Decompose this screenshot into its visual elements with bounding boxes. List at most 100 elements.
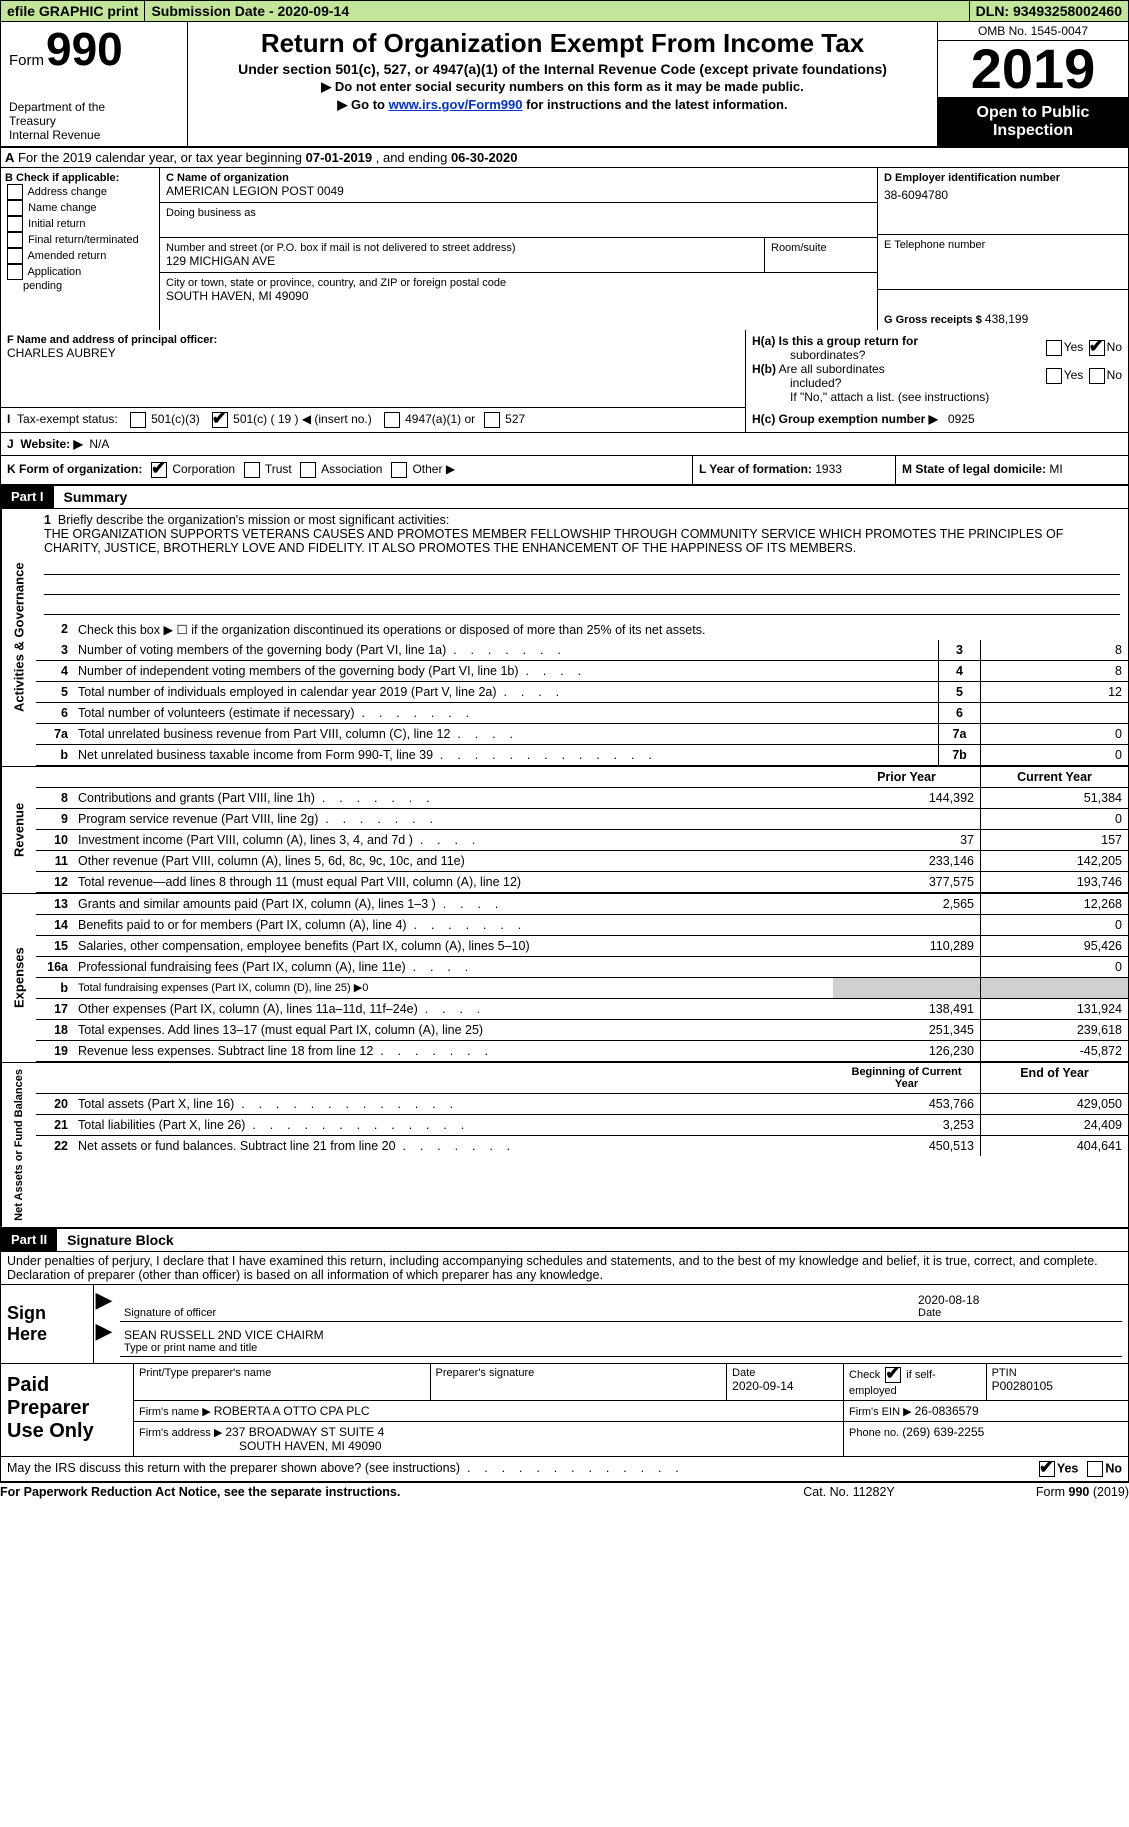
dln: DLN: 93493258002460 <box>970 1 1128 21</box>
form-title: Return of Organization Exempt From Incom… <box>198 28 927 59</box>
chk-trust[interactable] <box>244 462 260 478</box>
p19: 126,230 <box>833 1041 981 1061</box>
top-bar: efile GRAPHIC print Submission Date - 20… <box>0 0 1129 22</box>
efile-label[interactable]: efile GRAPHIC print <box>1 1 145 21</box>
p17: 138,491 <box>833 999 981 1019</box>
c21: 24,409 <box>981 1115 1128 1135</box>
val-6 <box>981 703 1128 723</box>
form-number: Form990 <box>9 26 179 72</box>
p9 <box>833 809 981 829</box>
discuss-row: May the IRS discuss this return with the… <box>0 1457 1129 1482</box>
chk-501c[interactable] <box>212 412 228 428</box>
open-to-public: Open to Public Inspection <box>938 98 1128 146</box>
preparer-table: Print/Type preparer's name Preparer's si… <box>134 1364 1128 1456</box>
ptin: P00280105 <box>992 1379 1123 1393</box>
chk-self-employed[interactable] <box>885 1367 901 1383</box>
c12: 193,746 <box>981 872 1128 892</box>
firm-addr1: 237 BROADWAY ST SUITE 4 <box>225 1425 384 1439</box>
p22: 450,513 <box>833 1136 981 1156</box>
c9: 0 <box>981 809 1128 829</box>
chk-hb-yes[interactable] <box>1046 368 1062 384</box>
firm-addr2: SOUTH HAVEN, MI 49090 <box>139 1439 382 1453</box>
firm-name: ROBERTA A OTTO CPA PLC <box>214 1404 370 1418</box>
chk-address-change[interactable] <box>7 184 23 200</box>
chk-discuss-no[interactable] <box>1087 1461 1103 1477</box>
p16b <box>833 978 981 998</box>
section-klm: K Form of organization: Corporation Trus… <box>0 456 1129 485</box>
chk-ha-no[interactable] <box>1089 340 1105 356</box>
val-7b: 0 <box>981 745 1128 765</box>
chk-corp[interactable] <box>151 462 167 478</box>
footer: For Paperwork Reduction Act Notice, see … <box>0 1482 1129 1501</box>
section-b: B Check if applicable: Address change Na… <box>1 168 160 330</box>
mission-text: THE ORGANIZATION SUPPORTS VETERANS CAUSE… <box>44 527 1063 555</box>
c19: -45,872 <box>981 1041 1128 1061</box>
val-3: 8 <box>981 640 1128 660</box>
chk-other[interactable] <box>391 462 407 478</box>
paid-preparer-section: Paid Preparer Use Only Print/Type prepar… <box>0 1364 1129 1457</box>
chk-4947[interactable] <box>384 412 400 428</box>
section-i: I Tax-exempt status: 501(c)(3) 501(c) ( … <box>0 408 1129 433</box>
principal-officer: CHARLES AUBREY <box>7 346 739 360</box>
expenses-section: Expenses 13Grants and similar amounts pa… <box>0 894 1129 1063</box>
chk-discuss-yes[interactable] <box>1039 1461 1055 1477</box>
revenue-section: Revenue Prior YearCurrent Year 8Contribu… <box>0 767 1129 894</box>
tax-year: 2019 <box>938 41 1128 98</box>
p11: 233,146 <box>833 851 981 871</box>
section-f: F Name and address of principal officer:… <box>1 330 746 408</box>
officer-name: SEAN RUSSELL 2ND VICE CHAIRM <box>124 1328 1118 1342</box>
c20: 429,050 <box>981 1094 1128 1114</box>
c16b <box>981 978 1128 998</box>
chk-501c3[interactable] <box>130 412 146 428</box>
org-name: AMERICAN LEGION POST 0049 <box>166 184 871 198</box>
p14 <box>833 915 981 935</box>
p8: 144,392 <box>833 788 981 808</box>
c22: 404,641 <box>981 1136 1128 1156</box>
section-de-g: D Employer identification number 38-6094… <box>877 168 1128 330</box>
c17: 131,924 <box>981 999 1128 1019</box>
irs-link[interactable]: www.irs.gov/Form990 <box>389 97 523 112</box>
sign-here-section: Sign Here ▶▶ Signature of officer 2020-0… <box>0 1285 1129 1364</box>
perjury-declaration: Under penalties of perjury, I declare th… <box>0 1252 1129 1285</box>
org-city: SOUTH HAVEN, MI 49090 <box>166 289 871 303</box>
c8: 51,384 <box>981 788 1128 808</box>
p13: 2,565 <box>833 894 981 914</box>
instr-1: ▶ Do not enter social security numbers o… <box>198 79 927 95</box>
c11: 142,205 <box>981 851 1128 871</box>
val-7a: 0 <box>981 724 1128 744</box>
c18: 239,618 <box>981 1020 1128 1040</box>
p15: 110,289 <box>833 936 981 956</box>
instr-2: ▶ Go to www.irs.gov/Form990 for instruct… <box>198 97 927 113</box>
p16a <box>833 957 981 977</box>
section-h: H(a) Is this a group return for subordin… <box>746 330 1128 408</box>
c16a: 0 <box>981 957 1128 977</box>
form-header: Form990 Department of the Treasury Inter… <box>0 22 1129 148</box>
section-c: C Name of organization AMERICAN LEGION P… <box>160 168 877 330</box>
chk-ha-yes[interactable] <box>1046 340 1062 356</box>
p20: 453,766 <box>833 1094 981 1114</box>
section-fh: F Name and address of principal officer:… <box>0 330 1129 408</box>
form-subtitle: Under section 501(c), 527, or 4947(a)(1)… <box>198 61 927 77</box>
p12: 377,575 <box>833 872 981 892</box>
chk-assoc[interactable] <box>300 462 316 478</box>
c15: 95,426 <box>981 936 1128 956</box>
val-4: 8 <box>981 661 1128 681</box>
arrow-icon: ▶▶ <box>94 1285 114 1363</box>
submission-date: Submission Date - 2020-09-14 <box>145 1 969 21</box>
net-assets-section: Net Assets or Fund Balances Beginning of… <box>0 1063 1129 1228</box>
org-street: 129 MICHIGAN AVE <box>166 254 758 268</box>
chk-527[interactable] <box>484 412 500 428</box>
section-a: A For the 2019 calendar year, or tax yea… <box>0 148 1129 168</box>
section-bcdeg: B Check if applicable: Address change Na… <box>0 168 1129 330</box>
chk-app-pending[interactable] <box>7 264 23 280</box>
p10: 37 <box>833 830 981 850</box>
website: N/A <box>89 437 109 451</box>
chk-hb-no[interactable] <box>1089 368 1105 384</box>
year-formation: 1933 <box>815 462 842 476</box>
firm-phone: (269) 639-2255 <box>902 1425 984 1439</box>
chk-initial-return[interactable] <box>7 216 23 232</box>
chk-name-change[interactable] <box>7 200 23 216</box>
c13: 12,268 <box>981 894 1128 914</box>
chk-final-return[interactable] <box>7 232 23 248</box>
chk-amended-return[interactable] <box>7 248 23 264</box>
